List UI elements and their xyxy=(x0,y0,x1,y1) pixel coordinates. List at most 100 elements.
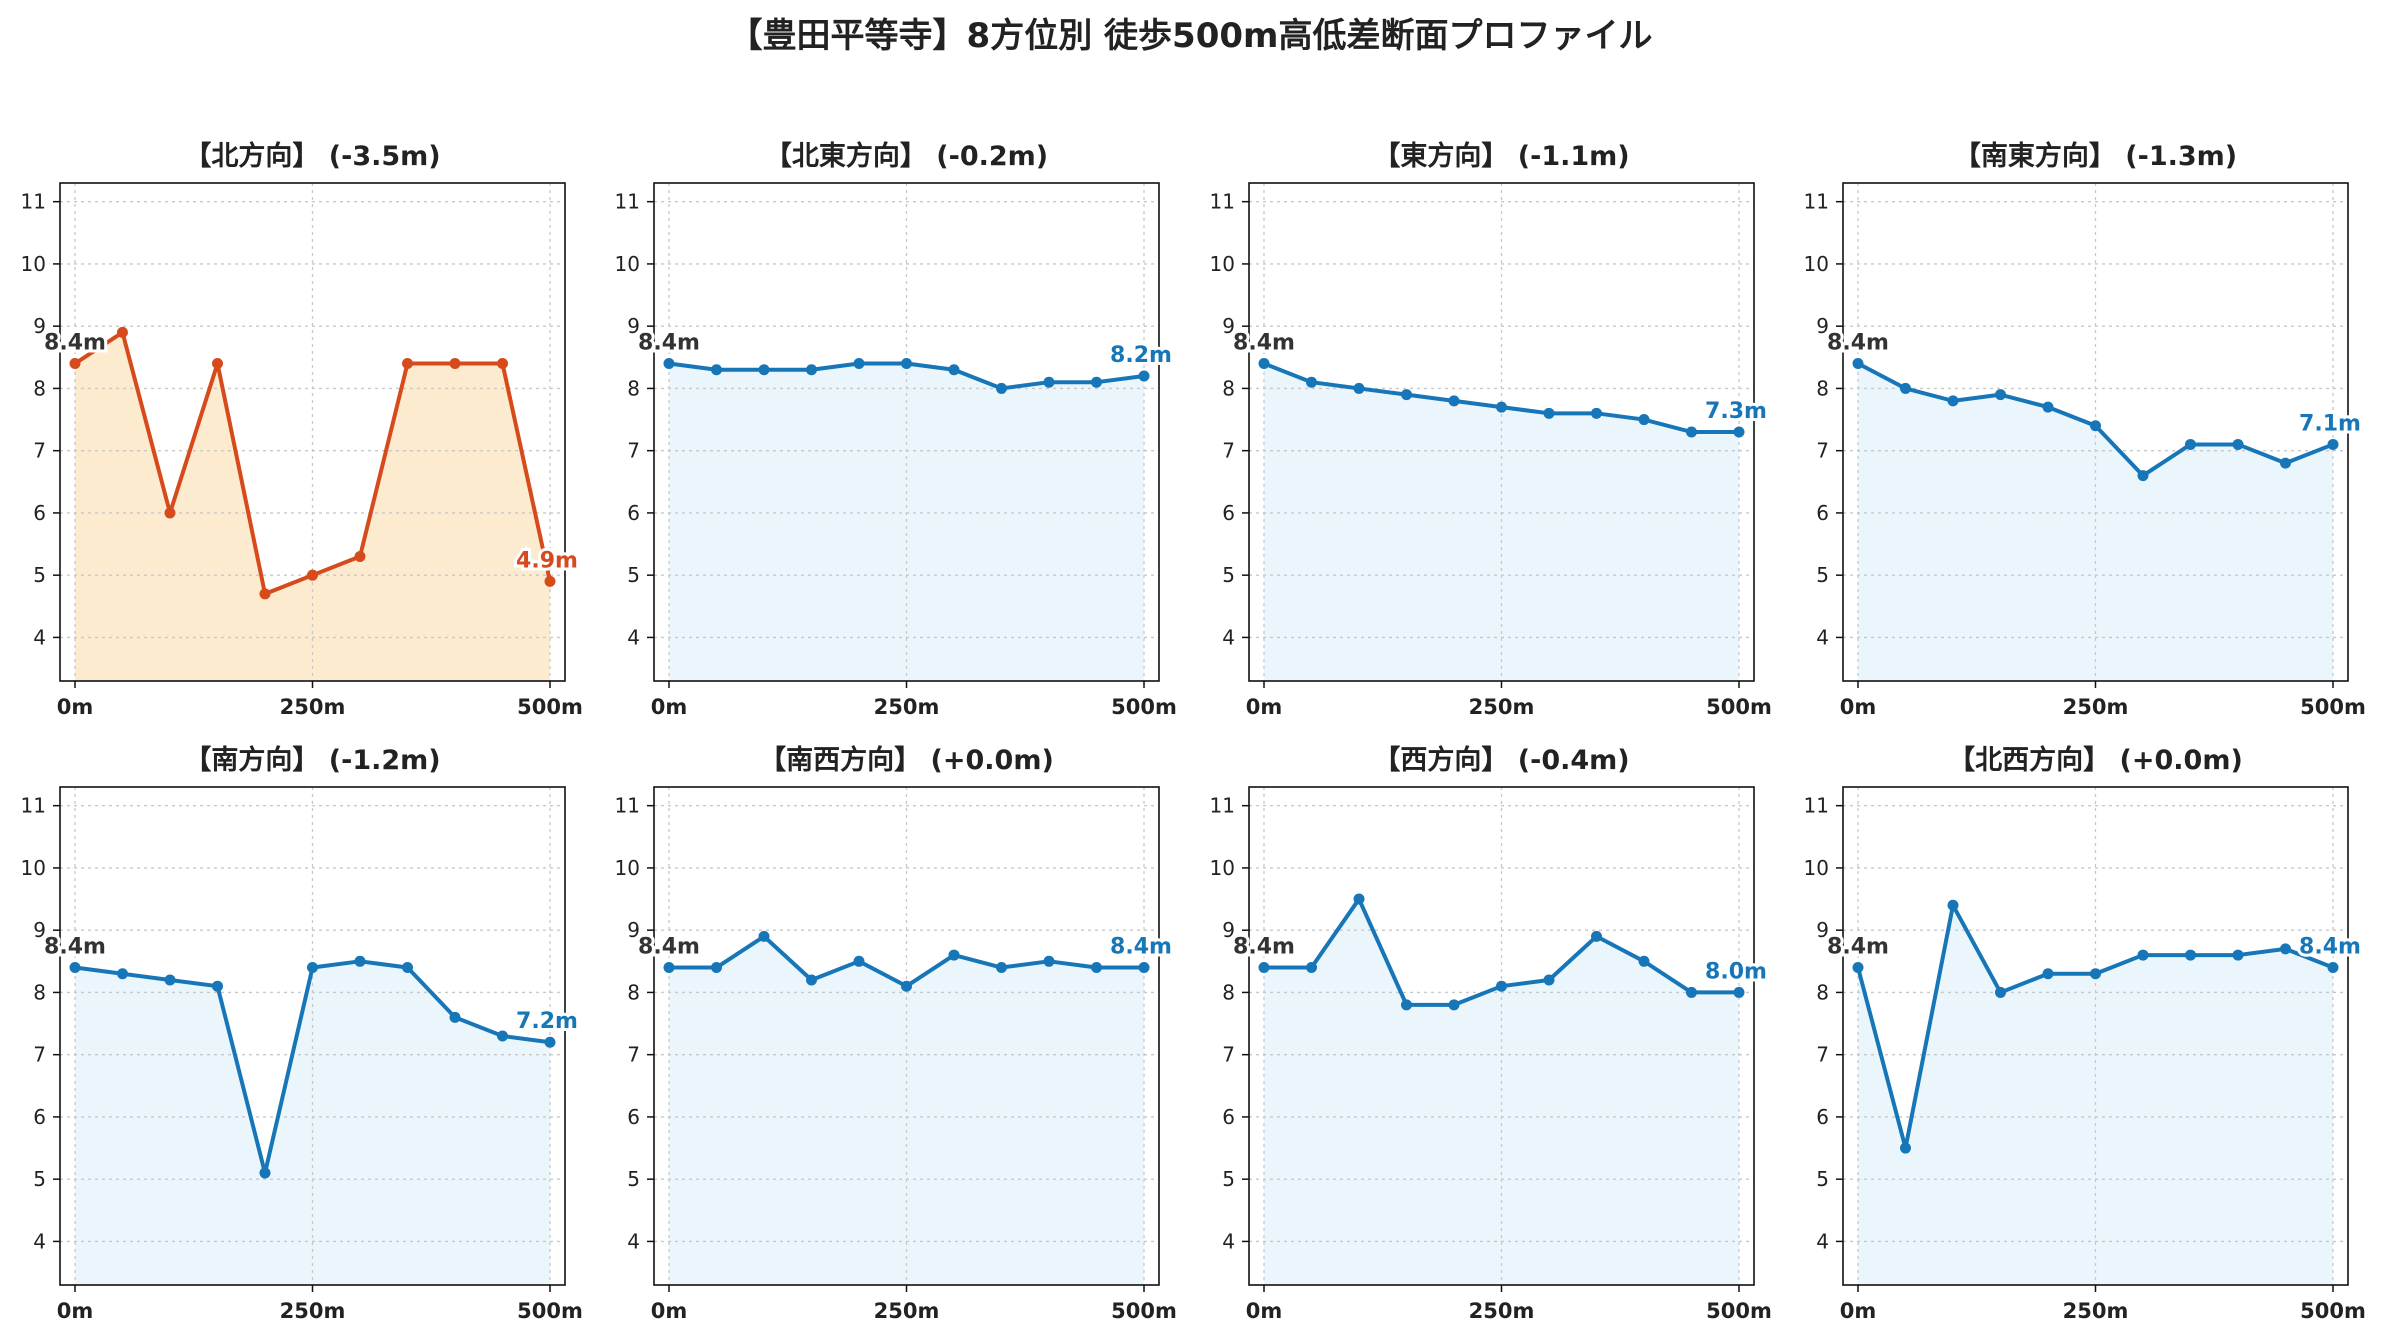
data-point xyxy=(1258,962,1270,974)
y-tick-label: 8 xyxy=(627,376,640,400)
panel-title: 【東方向】 (-1.1m) xyxy=(1373,140,1629,172)
end-value-label: 8.4m xyxy=(1110,935,1172,960)
x-tick-label: 0m xyxy=(1840,1299,1877,1323)
x-tick-label: 0m xyxy=(1246,1299,1283,1323)
data-point xyxy=(2185,438,2196,450)
area-fill xyxy=(1264,363,1739,681)
panel-title: 【北方向】 (-3.5m) xyxy=(184,140,440,172)
y-tick-label: 6 xyxy=(1816,501,1829,525)
y-tick-label: 10 xyxy=(21,252,46,276)
data-point xyxy=(1496,401,1507,413)
start-value-label: 8.4m xyxy=(1233,935,1295,960)
y-tick-label: 9 xyxy=(1816,918,1829,942)
y-tick-label: 6 xyxy=(33,1105,46,1129)
y-tick-label: 7 xyxy=(1222,439,1235,463)
y-tick-label: 8 xyxy=(1816,980,1829,1004)
data-point xyxy=(1995,986,2006,998)
data-point xyxy=(853,955,865,967)
data-point xyxy=(2090,968,2101,980)
data-point xyxy=(212,358,223,370)
y-tick-label: 4 xyxy=(1222,625,1235,649)
end-value-label: 4.9m xyxy=(516,548,578,573)
data-point xyxy=(2280,943,2291,955)
data-point xyxy=(307,569,318,581)
panel-7: 【北西方向】 (+0.0m) 4 5 6 7 8 9 10 11 0m 250m 500m 8.4m 8.… xyxy=(1804,744,2366,1323)
y-tick-label: 10 xyxy=(21,856,46,880)
y-tick-label: 11 xyxy=(615,190,640,214)
start-value-label: 8.4m xyxy=(1827,935,1889,960)
data-point xyxy=(2327,962,2339,974)
y-tick-label: 6 xyxy=(1222,501,1235,525)
area-fill xyxy=(1858,363,2333,681)
y-tick-label: 4 xyxy=(1222,1229,1235,1253)
data-point xyxy=(1353,382,1365,394)
data-point xyxy=(1091,962,1102,974)
data-point xyxy=(1043,955,1055,967)
data-point xyxy=(1591,930,1602,942)
x-tick-label: 500m xyxy=(2300,695,2366,719)
start-value-label: 8.4m xyxy=(1233,331,1295,356)
data-point xyxy=(1401,389,1412,401)
data-point xyxy=(1138,370,1150,382)
data-point xyxy=(259,588,271,600)
x-tick-label: 250m xyxy=(874,695,940,719)
data-point xyxy=(663,962,675,974)
area-fill xyxy=(669,363,1144,681)
y-tick-label: 5 xyxy=(627,563,640,587)
data-point xyxy=(1686,426,1697,438)
data-point xyxy=(711,364,722,376)
x-tick-label: 0m xyxy=(57,1299,94,1323)
data-point xyxy=(212,980,223,992)
data-point xyxy=(1043,376,1055,388)
data-point xyxy=(948,364,960,376)
y-tick-label: 5 xyxy=(1816,1167,1829,1191)
end-value-label: 7.1m xyxy=(2299,411,2361,436)
data-point xyxy=(1448,395,1460,407)
data-point xyxy=(948,949,960,961)
data-point xyxy=(497,358,508,370)
x-tick-label: 500m xyxy=(1111,1299,1177,1323)
area-fill xyxy=(75,332,550,681)
panel-title: 【南東方向】 (-1.3m) xyxy=(1954,140,2237,172)
y-tick-label: 4 xyxy=(627,625,640,649)
panel-title: 【北西方向】 (+0.0m) xyxy=(1948,744,2243,776)
data-point xyxy=(806,364,817,376)
data-point xyxy=(259,1167,271,1179)
y-tick-label: 7 xyxy=(33,1043,46,1067)
data-point xyxy=(1306,962,1317,974)
y-tick-label: 10 xyxy=(615,856,640,880)
data-point xyxy=(1947,395,1959,407)
y-tick-label: 5 xyxy=(1222,1167,1235,1191)
end-value-label: 8.2m xyxy=(1110,343,1172,368)
x-tick-label: 0m xyxy=(651,695,688,719)
data-point xyxy=(1543,974,1555,986)
x-tick-label: 0m xyxy=(1840,695,1877,719)
y-tick-label: 9 xyxy=(33,314,46,338)
y-tick-label: 10 xyxy=(1210,252,1235,276)
y-tick-label: 11 xyxy=(21,794,46,818)
y-tick-label: 6 xyxy=(627,501,640,525)
panel-2: 【東方向】 (-1.1m) 4 5 6 7 8 9 10 11 0m 250m 500m 8.4m 7.3… xyxy=(1210,140,1772,719)
data-point xyxy=(2327,438,2339,450)
y-tick-label: 7 xyxy=(627,439,640,463)
x-tick-label: 500m xyxy=(2300,1299,2366,1323)
y-tick-label: 4 xyxy=(627,1229,640,1253)
data-point xyxy=(1733,986,1745,998)
data-point xyxy=(2232,438,2244,450)
y-tick-label: 7 xyxy=(1816,439,1829,463)
data-point xyxy=(2232,949,2244,961)
y-tick-label: 11 xyxy=(1210,794,1235,818)
data-point xyxy=(1900,382,1911,394)
end-value-label: 7.3m xyxy=(1705,399,1767,424)
y-tick-label: 11 xyxy=(1804,794,1829,818)
y-tick-label: 6 xyxy=(1816,1105,1829,1129)
y-tick-label: 8 xyxy=(33,980,46,1004)
data-point xyxy=(1138,962,1150,974)
y-tick-label: 8 xyxy=(1222,980,1235,1004)
panel-3: 【南東方向】 (-1.3m) 4 5 6 7 8 9 10 11 0m 250m 500m 8.4m 7.… xyxy=(1804,140,2366,719)
data-point xyxy=(1852,358,1864,370)
data-point xyxy=(1995,389,2006,401)
y-tick-label: 8 xyxy=(33,376,46,400)
data-point xyxy=(1306,376,1317,388)
